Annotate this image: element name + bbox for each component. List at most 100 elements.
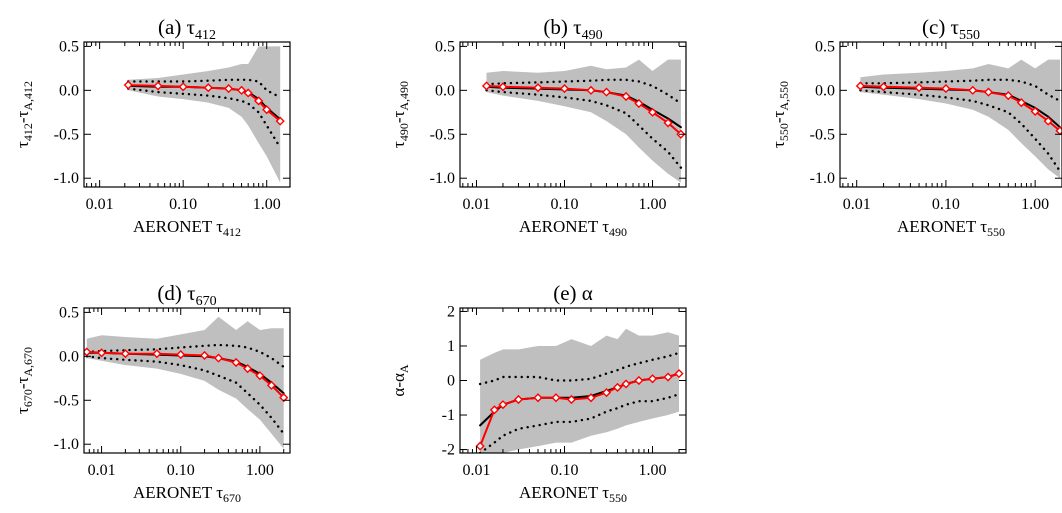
plot-frame	[83, 307, 291, 454]
y-axis-label-main: α-α	[389, 373, 408, 397]
mean-marker	[1016, 98, 1026, 108]
mean-marker	[481, 81, 492, 91]
mean-marker	[213, 353, 224, 363]
x-tick-label: 1.00	[639, 196, 667, 213]
panel-title-sub: 550	[959, 28, 980, 43]
y-axis-label: τ550-τA,550	[769, 81, 791, 148]
mean-marker	[498, 400, 508, 410]
panel-title-main: (d) τ	[157, 281, 195, 305]
y-tick-label: -0.5	[430, 126, 455, 143]
lower-quantile-line	[485, 89, 683, 169]
x-tick-label: 0.10	[550, 196, 578, 213]
spread-band	[128, 46, 281, 183]
x-axis-label-main: AERONET τ	[519, 217, 609, 236]
upper-quantile-line	[85, 343, 285, 369]
mean-marker	[566, 394, 577, 405]
y-axis-label-mid: -τ	[769, 111, 788, 124]
mean-marker	[199, 350, 210, 361]
panel-1: 0.50.0-0.5-1.00.01 0.10 1.00(a) τ412AERONE…	[13, 15, 291, 239]
y-tick-label: -0.5	[810, 126, 835, 143]
panel-3: 0.50.0-0.5-1.00.01 0.10 1.00(c) τ550AERONE…	[769, 15, 1062, 239]
y-tick-label: 0.0	[435, 82, 455, 99]
x-axis-label-sub: 550	[609, 491, 627, 505]
x-tick-label: 1.00	[1021, 196, 1049, 213]
spread-band	[860, 59, 1060, 179]
x-axis-label-main: AERONET τ	[133, 217, 223, 236]
mean-marker	[475, 441, 485, 451]
mean-marker	[621, 91, 631, 102]
mean-marker	[96, 348, 107, 358]
x-axis-label-sub: 490	[609, 225, 627, 239]
x-tick-label: 0.10	[932, 196, 960, 213]
y-axis-label-sub2: A,490	[397, 81, 411, 111]
x-tick-label: 0.01	[462, 462, 490, 479]
x-tick-label: 1.00	[246, 462, 274, 479]
mean-marker	[601, 387, 612, 398]
y-tick-label: -1	[442, 407, 455, 424]
mean-marker	[152, 349, 162, 359]
mean-marker	[176, 349, 186, 360]
y-axis-label-mid: -τ	[13, 377, 32, 390]
data-area	[475, 328, 684, 453]
plot-frame	[459, 41, 687, 188]
data-area	[123, 46, 285, 183]
y-tick-label: -1.0	[54, 436, 79, 453]
y-tick-label: 0	[447, 373, 455, 390]
y-tick-label: 0.5	[59, 38, 79, 55]
spread-band	[480, 328, 679, 453]
panel-title-sub: 670	[196, 294, 217, 309]
y-axis-label-sub: 412	[21, 123, 35, 141]
mean-marker	[279, 393, 289, 403]
upper-quantile-line	[859, 78, 1062, 103]
panel-5: 2 1 0 -1 -2 0.01 0.10 1.00 (e) α AERONET τ550 α-αA	[389, 281, 687, 505]
y-axis-label: τ670-τA,670	[13, 347, 35, 414]
spread-band	[486, 59, 681, 183]
y-axis-label-sub: 550	[777, 123, 791, 141]
x-axis-label: AERONET τ490	[519, 217, 627, 239]
y-axis-label-sub2: A,670	[21, 347, 35, 377]
y-axis-label-main: τ	[769, 141, 788, 148]
x-axis-label: AERONET τ670	[133, 483, 241, 505]
mean-marker	[243, 88, 253, 98]
y-axis-label-sub: 490	[397, 123, 411, 141]
mean-marker	[634, 98, 644, 109]
x-axis-label-sub: 550	[987, 225, 1005, 239]
mean-marker	[941, 83, 951, 94]
mean-marker	[236, 85, 247, 95]
mean-marker	[663, 372, 673, 382]
panel-title: (c) τ550	[922, 15, 980, 43]
y-tick-label: -1.0	[430, 170, 455, 187]
x-axis-label-sub: 670	[223, 491, 241, 505]
y-axis-label-main: τ	[13, 407, 32, 414]
x-tick-label: 0.10	[550, 462, 578, 479]
panel-title-main: (e) α	[553, 281, 593, 305]
plot-frame	[83, 41, 291, 188]
mean-marker	[120, 349, 130, 359]
y-tick-label: 1	[447, 338, 455, 355]
y-tick-label: 0.5	[815, 38, 835, 55]
mean-marker	[1043, 116, 1053, 126]
data-area	[84, 316, 289, 449]
y-axis-label-main: τ	[389, 141, 408, 148]
panel-2: 0.5 0.0 -0.5 -1.0 0.01 0.10 1.00 (b) τ490 AERONE…	[389, 15, 687, 239]
y-axis-label-sub2: A,550	[777, 81, 791, 111]
plot-frame	[839, 41, 1062, 188]
mean-marker	[254, 96, 264, 106]
y-tick-label: -1.0	[54, 170, 79, 187]
panel-title-sub: 412	[195, 28, 216, 43]
y-tick-label: 0.5	[435, 38, 455, 55]
x-tick-label: 0.01	[462, 196, 490, 213]
lower-quantile-line	[126, 87, 282, 149]
mean-marker	[855, 81, 865, 91]
panel-title: (b) τ490	[543, 15, 602, 43]
x-axis-label-main: AERONET τ	[133, 483, 223, 502]
y-tick-label: 2	[447, 303, 455, 320]
y-tick-label: 0.0	[59, 82, 79, 99]
mean-marker	[878, 82, 889, 92]
lower-quantile-line	[85, 355, 285, 435]
mean-marker	[123, 80, 133, 90]
mean-marker	[178, 82, 188, 92]
mean-marker	[255, 371, 265, 381]
mean-marker	[914, 83, 924, 93]
